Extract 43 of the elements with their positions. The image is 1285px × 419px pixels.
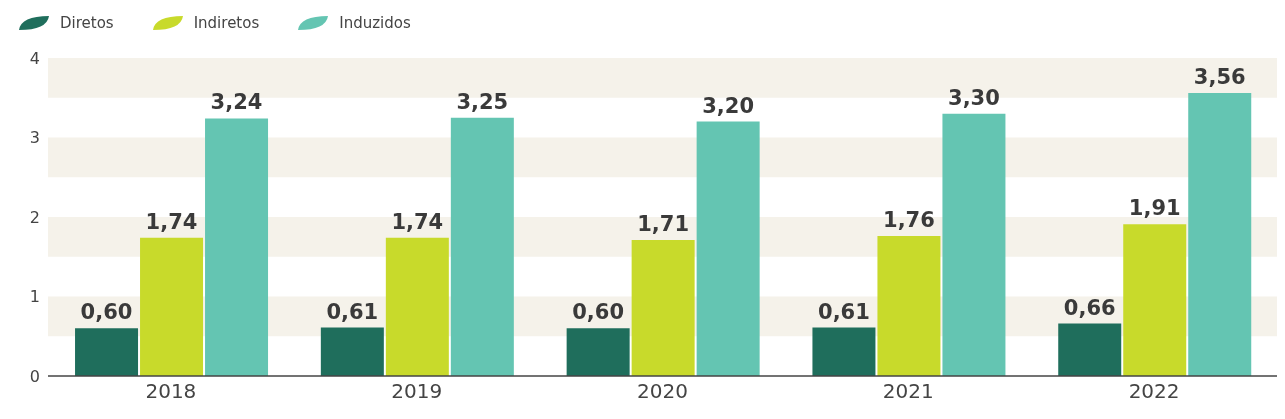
bar: [696, 121, 760, 376]
x-tick-label: 2019: [391, 379, 443, 404]
bar: [75, 328, 139, 376]
bar: [812, 327, 876, 376]
bar: [1188, 92, 1252, 376]
x-tick-label: 2021: [882, 379, 934, 404]
legend-label: Indiretos: [193, 14, 260, 32]
x-tick-label: 2022: [1128, 379, 1180, 404]
bar: [205, 118, 269, 376]
data-label: 0,60: [80, 300, 133, 325]
y-tick-label: 2: [29, 207, 40, 227]
data-label: 3,30: [948, 85, 1000, 110]
bar: [1058, 323, 1122, 376]
data-label: 3,25: [456, 89, 509, 114]
data-label: 3,56: [1193, 64, 1246, 89]
legend-label: Diretos: [60, 14, 114, 32]
data-label: 1,71: [637, 212, 690, 237]
data-label: 1,91: [1128, 196, 1181, 221]
data-label: 3,24: [210, 90, 263, 115]
data-label: 0,61: [326, 299, 379, 324]
bar: [566, 328, 630, 376]
bar: [877, 236, 941, 376]
y-tick-label: 3: [29, 128, 40, 148]
bar: [631, 240, 695, 376]
data-label: 1,74: [145, 209, 198, 234]
bar: [320, 327, 384, 376]
data-label: 0,60: [572, 300, 625, 325]
data-label: 1,74: [391, 209, 444, 234]
bar: [1123, 224, 1187, 376]
bar: [942, 113, 1006, 376]
bar: [450, 117, 514, 376]
x-tick-label: 2018: [145, 379, 197, 404]
bar: [140, 237, 204, 376]
y-tick-label: 1: [29, 287, 40, 307]
y-tick-label: 4: [29, 48, 40, 68]
y-tick-label: 0: [29, 366, 40, 386]
data-label: 3,20: [702, 93, 755, 118]
data-label: 0,66: [1063, 295, 1116, 320]
data-label: 0,61: [818, 299, 870, 324]
legend-label: Induzidos: [339, 14, 411, 32]
data-label: 1,76: [883, 208, 935, 233]
x-tick-label: 2020: [637, 379, 688, 404]
bar: [385, 237, 449, 376]
